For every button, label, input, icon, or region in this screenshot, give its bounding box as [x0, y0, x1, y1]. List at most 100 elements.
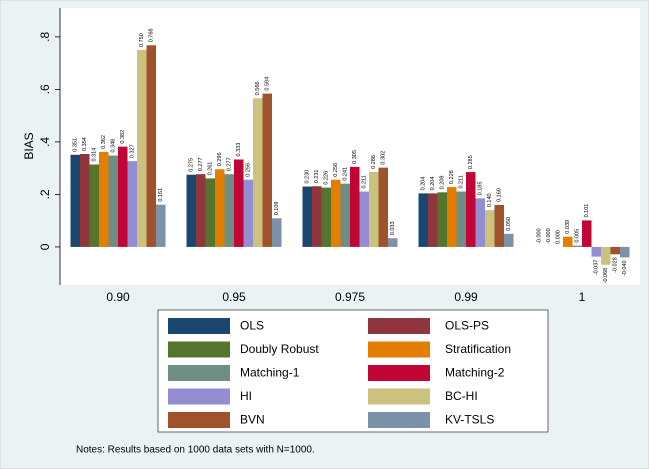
bar	[572, 245, 582, 247]
value-label: 0.140	[487, 193, 493, 207]
value-label: 0.185	[478, 182, 484, 196]
value-label: 0.277	[198, 157, 204, 171]
legend-label: Stratification	[445, 342, 511, 356]
legend-swatch	[368, 388, 430, 405]
bar	[215, 169, 225, 247]
bar	[475, 198, 485, 247]
bar	[196, 174, 206, 247]
bar	[591, 246, 601, 257]
legend-swatch	[168, 388, 230, 405]
value-label: 0.584	[265, 77, 271, 91]
bar	[253, 98, 263, 247]
value-label: 0.275	[189, 158, 195, 172]
value-label: 0.211	[459, 175, 465, 188]
bar	[156, 204, 166, 247]
bar	[137, 50, 147, 247]
bar	[369, 171, 379, 247]
bar	[340, 183, 350, 247]
x-tick-label: 0.975	[335, 290, 365, 304]
value-label: 0.228	[449, 170, 455, 184]
bar	[504, 233, 514, 247]
value-label: 0.327	[130, 144, 136, 158]
bar	[610, 246, 620, 255]
value-label: -0.000	[537, 228, 543, 244]
bar	[312, 186, 322, 247]
bar	[127, 161, 137, 247]
value-label: -0.068	[603, 268, 609, 284]
value-label: 0.231	[314, 170, 320, 184]
value-label: 0.296	[217, 152, 223, 166]
value-label: 0.305	[352, 150, 358, 164]
bar	[601, 246, 611, 265]
bar	[331, 179, 341, 247]
legend-swatch	[168, 318, 230, 334]
value-label: 0.566	[255, 82, 261, 96]
value-label: 0.302	[381, 151, 387, 165]
bar	[428, 193, 438, 247]
legend-swatch	[368, 318, 430, 334]
legend-label: KV-TSLS	[445, 413, 494, 427]
legend-label: Doubly Robust	[240, 342, 319, 356]
bar	[620, 246, 630, 258]
value-label: 0.211	[362, 175, 368, 188]
value-label: 0.050	[506, 217, 512, 231]
bar	[272, 218, 282, 247]
value-label: 0.241	[343, 167, 349, 181]
x-tick-label: 0.95	[222, 290, 246, 304]
legend-swatch	[368, 365, 430, 381]
bar	[456, 191, 466, 247]
bar	[302, 186, 312, 247]
x-tick-label: 0.90	[106, 290, 130, 304]
legend-swatch	[168, 365, 230, 381]
value-label: 0.277	[227, 157, 233, 171]
bar	[146, 45, 156, 247]
value-label: 0.351	[73, 138, 79, 152]
value-label: 0.161	[158, 188, 164, 202]
value-label: 0.314	[92, 148, 98, 162]
bar	[108, 155, 118, 247]
value-label: 0.286	[371, 155, 377, 169]
legend-swatch	[368, 412, 430, 428]
legend-label: OLS	[240, 319, 264, 333]
bar	[582, 220, 592, 247]
x-tick-label: 0.99	[454, 290, 478, 304]
y-tick-label: .6	[38, 84, 52, 94]
value-label: 0.039	[565, 220, 571, 234]
y-tick-label: .2	[38, 189, 52, 199]
legend-label: HI	[240, 389, 252, 403]
value-label: 0.333	[236, 143, 242, 157]
value-label: 0.768	[149, 29, 155, 43]
value-label: 0.354	[82, 137, 88, 151]
value-label: -0.037	[594, 260, 600, 276]
value-label: 0.109	[274, 202, 280, 216]
bar	[466, 172, 476, 247]
value-label: 0.005	[575, 229, 581, 243]
bar	[321, 187, 331, 247]
bar	[234, 159, 244, 247]
value-label: 0.362	[101, 135, 107, 149]
value-label: 0.256	[333, 163, 339, 177]
legend-label: OLS-PS	[445, 319, 489, 333]
x-tick-label: 1	[579, 290, 586, 304]
y-axis-title: BIAS	[22, 132, 36, 159]
bar	[378, 167, 388, 247]
value-label: 0.285	[468, 155, 474, 169]
bar	[224, 174, 234, 247]
bar	[437, 192, 447, 247]
value-label: 0.256	[246, 163, 252, 177]
bar	[494, 204, 504, 247]
note: Notes: Results based on 1000 data sets w…	[76, 445, 315, 456]
bar	[388, 238, 398, 247]
y-tick-label: .4	[38, 137, 52, 147]
value-label: 0.230	[305, 170, 311, 184]
legend-label: Matching-2	[445, 366, 505, 380]
bar	[70, 154, 80, 247]
value-label: 0.101	[584, 204, 590, 218]
value-label: -0.000	[546, 228, 552, 244]
value-label: -0.040	[622, 260, 628, 276]
value-label: 0.204	[430, 177, 436, 191]
value-label: 0.750	[139, 33, 145, 47]
bar	[418, 193, 428, 247]
bar	[359, 191, 369, 247]
